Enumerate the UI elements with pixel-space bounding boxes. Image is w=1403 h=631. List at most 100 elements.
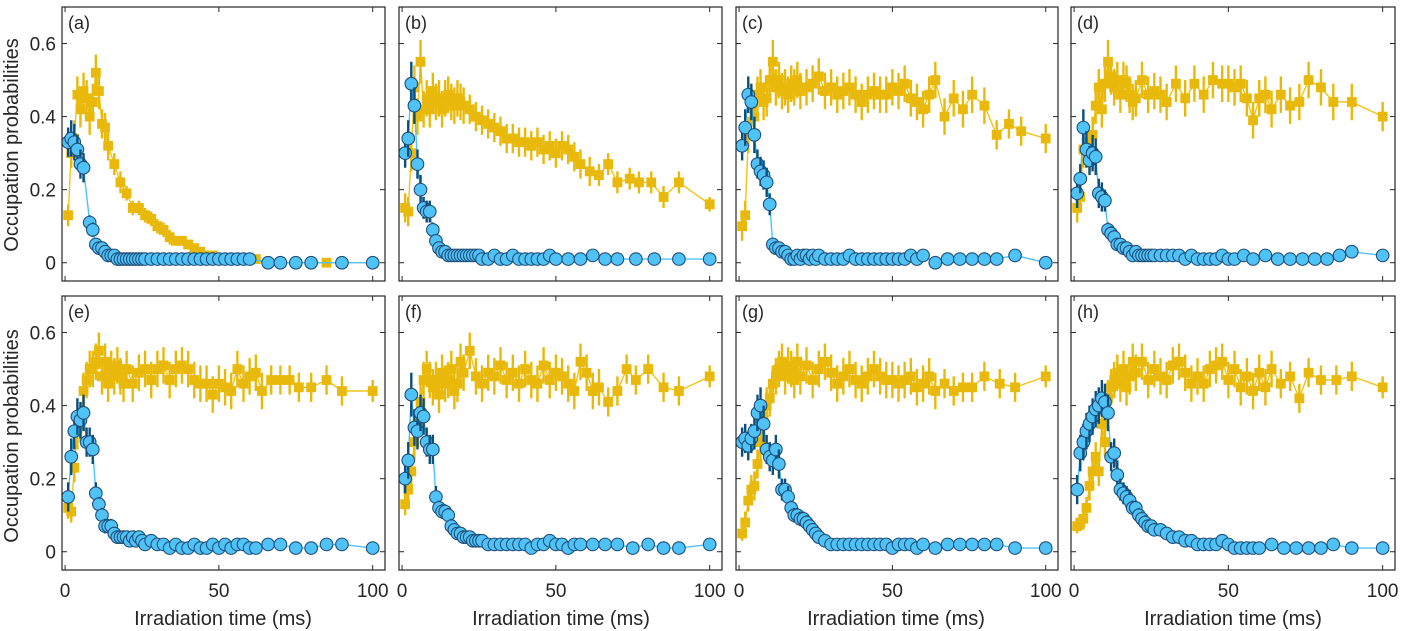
yellow-square-point-h bbox=[1090, 451, 1101, 462]
yellow-square-point-e bbox=[367, 386, 378, 396]
yellow-square-point-f bbox=[538, 360, 549, 371]
ytick-label-a: 0 bbox=[45, 254, 56, 275]
yellow-square-point-b bbox=[532, 137, 543, 148]
blue-circle-point-d bbox=[1295, 252, 1310, 266]
yellow-square-point-e bbox=[94, 345, 104, 356]
blue-circle-point-b bbox=[702, 252, 717, 266]
yellow-square-point-g bbox=[749, 481, 760, 491]
blue-series-c bbox=[736, 76, 1053, 270]
yellow-square-point-c bbox=[979, 100, 990, 111]
yellow-square-point-f bbox=[557, 371, 567, 382]
plot-area-h bbox=[1071, 296, 1395, 570]
blue-circle-point-c bbox=[738, 120, 753, 135]
yellow-square-point-f bbox=[452, 378, 463, 389]
blue-circle-point-a bbox=[365, 255, 380, 270]
yellow-square-point-g bbox=[930, 386, 941, 396]
yellow-square-point-f bbox=[643, 364, 654, 374]
blue-circle-point-a bbox=[261, 255, 275, 270]
yellow-square-point-f bbox=[455, 356, 466, 367]
blue-circle-point-h bbox=[1326, 537, 1341, 552]
yellow-square-point-g bbox=[826, 367, 836, 378]
plot-marks-c bbox=[736, 39, 1053, 270]
yellow-square-point-f bbox=[674, 386, 684, 396]
yellow-square-point-b bbox=[424, 104, 435, 115]
yellow-square-point-c bbox=[737, 221, 748, 232]
blue-circle-point-f bbox=[404, 387, 419, 402]
yellow-square-point-e bbox=[164, 375, 175, 385]
yellow-square-point-a bbox=[94, 86, 104, 96]
yellow-square-point-d bbox=[1346, 97, 1357, 107]
yellow-square-point-h bbox=[1118, 364, 1129, 374]
yellow-square-point-a bbox=[87, 97, 98, 107]
yellow-square-point-c bbox=[1004, 119, 1014, 129]
yellow-square-point-g bbox=[832, 378, 843, 389]
yellow-square-point-h bbox=[1377, 382, 1388, 393]
yellow-square-point-d bbox=[1241, 93, 1252, 104]
yellow-square-point-c bbox=[856, 97, 867, 107]
blue-circle-point-c bbox=[744, 95, 759, 109]
yellow-square-point-c bbox=[783, 89, 794, 100]
blue-circle-point-f bbox=[625, 541, 640, 555]
blue-circle-point-f bbox=[401, 453, 416, 468]
yellow-square-point-f bbox=[514, 378, 524, 389]
yellow-square-point-d bbox=[1130, 93, 1141, 104]
yellow-square-point-a bbox=[115, 177, 126, 188]
yellow-square-point-a bbox=[63, 210, 74, 221]
blue-circle-point-b bbox=[422, 204, 437, 219]
yellow-square-point-b bbox=[427, 86, 438, 96]
yellow-series-h bbox=[1072, 343, 1388, 534]
yellow-square-point-c bbox=[912, 97, 922, 107]
yellow-square-point-a bbox=[146, 213, 157, 224]
yellow-square-point-d bbox=[1137, 75, 1147, 85]
yellow-square-point-f bbox=[477, 378, 487, 389]
ytick-label-e: 0.4 bbox=[30, 397, 57, 418]
yellow-square-point-d bbox=[1275, 89, 1286, 100]
plot-marks-e bbox=[62, 332, 380, 555]
yellow-square-point-g bbox=[813, 364, 824, 374]
yellow-square-point-h bbox=[1161, 375, 1172, 385]
yellow-square-point-e bbox=[100, 356, 110, 367]
yellow-square-point-g bbox=[838, 371, 849, 382]
blue-circle-point-h bbox=[1375, 541, 1390, 555]
yellow-square-point-h bbox=[1121, 382, 1132, 393]
panel-label-f: (f) bbox=[405, 302, 422, 322]
frame-a bbox=[61, 6, 386, 282]
yellow-square-point-c bbox=[755, 82, 766, 93]
blue-circle-point-g bbox=[1038, 541, 1053, 555]
blue-circle-point-c bbox=[928, 255, 943, 270]
blue-circle-point-h bbox=[1264, 537, 1279, 552]
yellow-square-point-f bbox=[400, 499, 411, 510]
blue-circle-point-h bbox=[1071, 482, 1085, 497]
yellow-square-point-h bbox=[1241, 371, 1252, 382]
yellow-square-point-g bbox=[752, 459, 763, 469]
yellow-square-point-f bbox=[704, 371, 715, 382]
yellow-square-point-c bbox=[774, 75, 784, 85]
yellow-square-point-h bbox=[1093, 466, 1104, 477]
yellow-square-point-f bbox=[575, 356, 586, 367]
yellow-square-point-b bbox=[464, 104, 475, 115]
panel-h: 0 50 100 (h) bbox=[1069, 295, 1399, 602]
yellow-square-point-e bbox=[250, 367, 261, 378]
yellow-square-point-c bbox=[899, 78, 910, 89]
yellow-square-point-h bbox=[1081, 502, 1092, 513]
blue-circle-point-b bbox=[561, 252, 576, 266]
frame-f bbox=[398, 295, 723, 571]
panel-label-h: (h) bbox=[1077, 302, 1099, 322]
yellow-square-point-d bbox=[1155, 89, 1166, 100]
blue-circle-point-c bbox=[736, 138, 749, 153]
yellow-square-point-f bbox=[594, 382, 604, 393]
yellow-square-point-b bbox=[612, 177, 623, 188]
yellow-square-point-h bbox=[1186, 378, 1197, 389]
yellow-square-point-b bbox=[584, 166, 595, 177]
blue-circle-point-e bbox=[335, 537, 349, 552]
xtick-label-e: 50 bbox=[208, 581, 229, 602]
yellow-series-d bbox=[1072, 39, 1388, 223]
blue-circle-point-h bbox=[1110, 468, 1125, 482]
xtick-label-h: 50 bbox=[1218, 581, 1239, 602]
blue-circle-point-d bbox=[1270, 252, 1285, 266]
yellow-square-point-c bbox=[930, 75, 941, 85]
xtick-label-h: 0 bbox=[1069, 581, 1080, 602]
yellow-square-point-f bbox=[630, 375, 641, 385]
yellow-square-point-h bbox=[1084, 481, 1095, 491]
